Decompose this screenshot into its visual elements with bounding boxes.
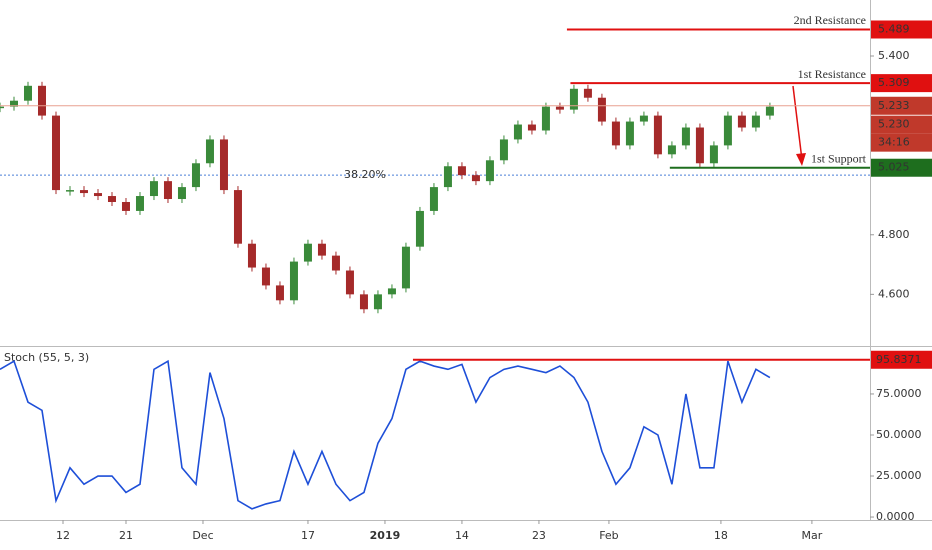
candle [429,187,438,211]
candle [121,201,130,211]
candle [667,145,676,155]
candle [443,166,452,188]
level-value: 5.025 [878,161,910,174]
candle [471,175,480,182]
x-tick-label: 21 [119,529,133,542]
level-value-box [871,20,932,39]
stoch-line [0,359,771,510]
candle [737,115,746,128]
candle [65,190,74,192]
candle [191,163,200,188]
candle [653,115,662,155]
candle [289,261,298,301]
level-name: 1st Resistance [798,67,866,81]
candle [457,166,466,176]
candle [275,285,284,301]
candle [51,115,60,191]
candle [219,139,228,191]
x-tick-label: 2019 [370,529,401,542]
level-value-box [871,74,932,93]
stoch-level-box [871,350,932,369]
candle [513,124,522,140]
candle [261,267,270,286]
arrow-head [796,153,806,166]
candle [163,181,172,200]
level-name: 1st Support [811,151,867,165]
y-tick-label: 75.0000 [876,387,922,400]
candle [149,181,158,197]
x-tick-label: 17 [301,529,315,542]
candle [639,115,648,122]
candle [373,294,382,310]
y-tick-label: 50.0000 [876,428,922,441]
y-tick-label: 25.0000 [876,469,922,482]
price-label: 5.230 [878,118,910,131]
candle [611,121,620,146]
x-tick-label: Feb [599,529,618,542]
candle [79,190,88,194]
level-name: 2nd Resistance [794,13,866,27]
candle [135,196,144,211]
candle [751,115,760,128]
price-label-box [871,115,932,134]
fib-label: 38.20% [344,168,386,181]
stoch-level-label: 95.8371 [876,353,922,366]
candle [345,270,354,295]
x-tick-label: Mar [802,529,823,542]
candle [597,97,606,122]
level-value: 5.489 [878,22,910,35]
candle [555,106,564,110]
candle [107,196,116,202]
price-label-box [871,96,932,115]
candle [331,255,340,271]
candle [695,127,704,164]
level-value-box [871,158,932,177]
y-tick-label: 0.0000 [876,510,915,523]
candle [387,288,396,295]
candle [499,139,508,161]
candle [23,85,32,101]
countdown-box [871,133,932,152]
candle [401,246,410,289]
candle [709,145,718,164]
candle [415,210,424,247]
candle [527,124,536,131]
candle [303,243,312,262]
candle [177,187,186,200]
candle [541,106,550,131]
candle [37,85,46,116]
candle [681,127,690,146]
candle [723,115,732,146]
level-value: 5.309 [878,76,910,89]
price-label: 5.233 [878,99,910,112]
x-tick-label: 14 [455,529,469,542]
arrow-shaft [792,85,803,161]
candle [93,193,102,197]
y-tick-label: 5.400 [878,49,910,62]
candle [247,243,256,268]
candle [765,106,774,116]
candle [485,160,494,182]
x-tick-label: 23 [532,529,546,542]
x-tick-label: Dec [192,529,213,542]
x-tick-label: 12 [56,529,70,542]
y-tick-label: 4.600 [878,287,910,300]
x-tick-label: 18 [714,529,728,542]
indicator-title: Stoch (55, 5, 3) [4,351,89,364]
candle [569,88,578,110]
candle [317,243,326,256]
candle [583,88,592,98]
candle [0,106,4,109]
candle [359,294,368,310]
candle [625,121,634,146]
candle [233,190,242,244]
countdown: 34:16 [878,136,910,149]
candle [9,100,18,107]
y-tick-label: 4.800 [878,228,910,241]
candle [205,139,214,164]
